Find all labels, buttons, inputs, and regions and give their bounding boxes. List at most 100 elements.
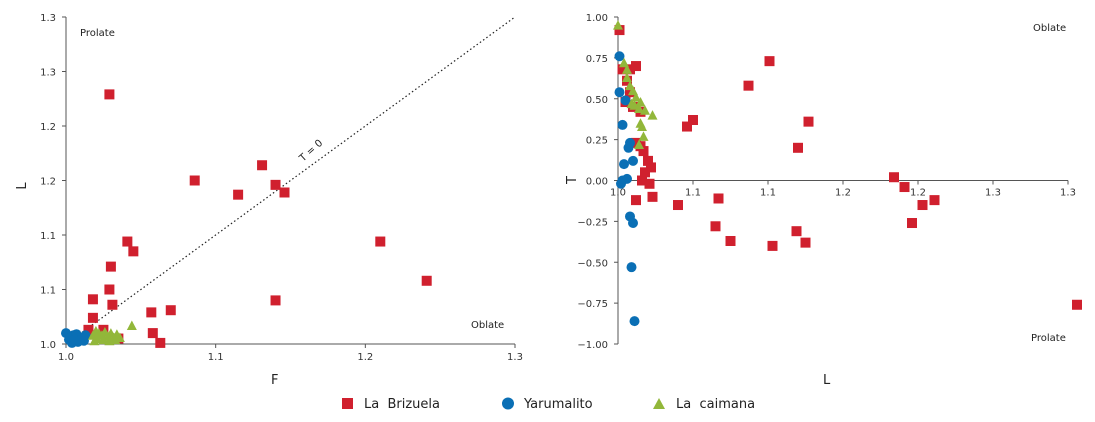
point-la-caimana [634, 139, 644, 150]
point-la-brizuela [725, 235, 736, 246]
point-la-brizuela [279, 187, 290, 198]
x-tick-label: 1.3 [507, 352, 523, 363]
y-tick-label: 1.2 [40, 122, 56, 133]
point-la-brizuela [713, 193, 724, 204]
annotation-oblate: Oblate [1033, 23, 1066, 34]
point-la-brizuela [128, 246, 139, 257]
chart-right-l-vs-t: 1.0 1.1 1.1 1.2 1.2 1.3 1.3 1.00 0.75 0.50 0.25 0.0… [565, 13, 1082, 388]
point-la-brizuela [189, 175, 200, 186]
point-la-brizuela [688, 115, 698, 126]
point-la-caimana [619, 57, 629, 68]
point-la-caimana [637, 121, 647, 132]
point-la-brizuela [270, 179, 281, 190]
point-la-caimana [622, 72, 632, 82]
chart-right-points [613, 20, 1082, 327]
point-la-brizuela [800, 237, 811, 248]
point-la-brizuela [907, 218, 917, 229]
point-yarumalito [629, 316, 640, 327]
point-yarumalito [620, 95, 631, 106]
point-la-brizuela [233, 189, 244, 200]
point-yarumalito [623, 142, 634, 153]
point-yarumalito [617, 119, 628, 130]
point-la-brizuela [165, 305, 176, 316]
point-la-brizuela [155, 337, 166, 348]
point-la-caimana [638, 131, 649, 141]
point-la-brizuela [929, 195, 940, 206]
point-yarumalito [619, 159, 629, 170]
point-la-caimana [622, 64, 632, 74]
point-la-brizuela [617, 64, 628, 75]
x-tick-label: 1.3 [1060, 188, 1076, 199]
point-la-brizuela [257, 160, 268, 171]
annotation-oblate: Oblate [471, 320, 504, 331]
point-la-brizuela [646, 162, 656, 173]
point-yarumalito [74, 335, 85, 346]
point-la-brizuela [767, 240, 778, 251]
point-la-brizuela [917, 200, 928, 211]
point-la-brizuela [107, 299, 118, 310]
y-axis-label: L [15, 182, 30, 190]
point-la-caimana [647, 110, 658, 120]
y-tick-label: −0.25 [577, 217, 608, 228]
x-tick-label: 1.1 [208, 352, 224, 363]
y-tick-label: −1.00 [577, 340, 608, 351]
point-la-brizuela [83, 324, 94, 335]
point-la-caimana [613, 20, 623, 30]
point-la-brizuela [421, 275, 432, 286]
point-la-brizuela [105, 261, 116, 272]
x-tick-label: 1.1 [685, 188, 701, 199]
point-yarumalito [616, 178, 626, 189]
legend-marker-la-brizuela [342, 398, 353, 409]
point-la-brizuela [889, 172, 899, 183]
point-la-brizuela [631, 195, 641, 206]
y-tick-label: 1.3 [40, 13, 56, 24]
chart-right-ticks: 1.0 1.1 1.1 1.2 1.2 1.3 1.3 1.00 0.75 0.50 0.25 0.0… [577, 13, 1076, 351]
point-la-caimana [640, 105, 650, 115]
point-la-brizuela [270, 295, 281, 306]
y-tick-label: 1.1 [40, 231, 56, 242]
reference-line-group [65, 16, 516, 345]
x-tick-label: 1.0 [58, 352, 74, 363]
point-la-brizuela [104, 284, 115, 295]
point-la-brizuela [673, 200, 683, 211]
annotation-prolate: Prolate [1031, 333, 1066, 344]
legend-marker-yarumalito [502, 397, 514, 410]
y-tick-label: −0.50 [577, 258, 608, 269]
reference-line-label: T = 0 [297, 138, 325, 165]
annotation-prolate: Prolate [80, 28, 115, 39]
chart-left-f-vs-l: 1.0 1.1 1.2 1.3 1.0 1.1 1.1 1.2 1.2 1.3 1.3 Prolat… [15, 13, 523, 388]
chart-left-ticks: 1.0 1.1 1.2 1.3 1.0 1.1 1.1 1.2 1.2 1.3 1.3 [40, 13, 523, 363]
point-la-caimana [126, 320, 137, 330]
point-la-brizuela [122, 236, 133, 247]
y-tick-label: 1.0 [40, 340, 56, 351]
point-la-brizuela [791, 226, 802, 237]
point-la-caimana [114, 332, 125, 342]
point-yarumalito [628, 218, 638, 229]
point-yarumalito [626, 262, 637, 273]
x-tick-label: 1.0 [610, 188, 626, 199]
point-la-brizuela [625, 64, 635, 75]
legend-label-la-brizuela: La Brizuela [364, 397, 440, 412]
x-axis-label: L [823, 373, 831, 388]
point-la-brizuela [644, 178, 655, 189]
point-la-caimana [628, 85, 638, 96]
point-la-brizuela [638, 146, 649, 157]
point-la-caimana [635, 97, 646, 107]
point-la-brizuela [637, 175, 647, 186]
legend: La Brizuela Yarumalito La caimana [342, 397, 755, 412]
point-la-brizuela [614, 25, 625, 36]
legend-label-yarumalito: Yarumalito [523, 397, 593, 412]
chart-left-points [61, 89, 432, 348]
y-tick-label: 1.3 [40, 68, 56, 79]
y-tick-label: 0.25 [586, 136, 608, 147]
point-la-brizuela [764, 56, 775, 67]
point-la-brizuela [743, 80, 754, 91]
point-la-brizuela [710, 221, 721, 232]
legend-marker-la-caimana [653, 398, 665, 409]
point-la-brizuela [147, 328, 158, 339]
y-tick-label: 0.00 [586, 177, 608, 188]
point-la-caimana [631, 92, 641, 102]
point-la-brizuela [647, 191, 658, 202]
point-la-brizuela [87, 312, 98, 323]
